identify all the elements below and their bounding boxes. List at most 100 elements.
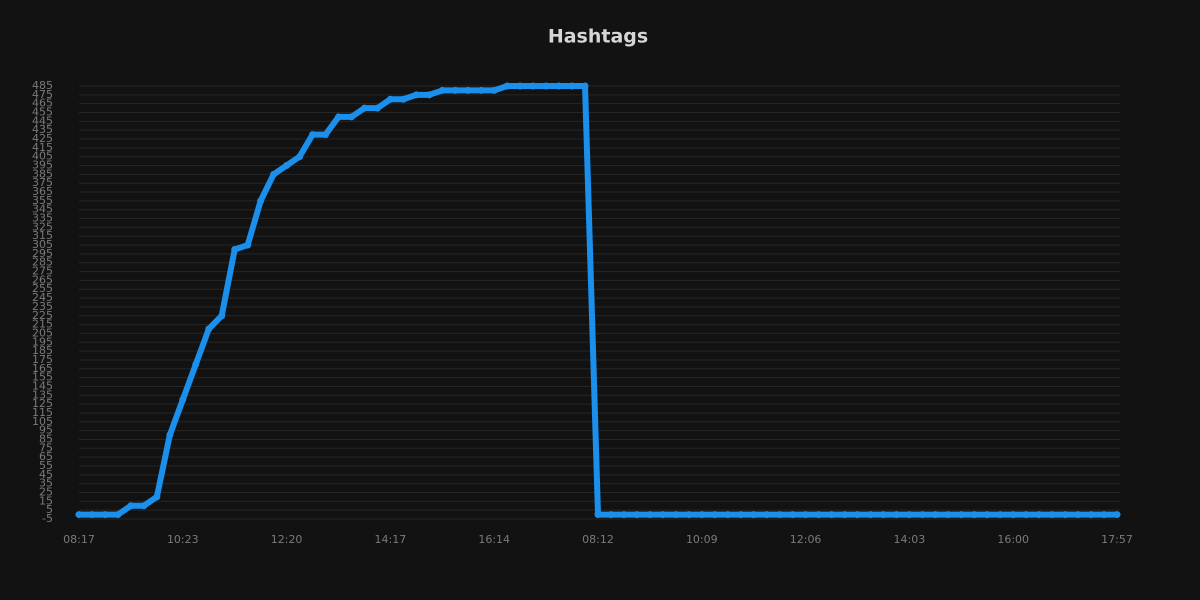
y-tick-label: 345 [32, 203, 53, 216]
data-point [257, 197, 265, 205]
y-tick-label: 245 [32, 291, 53, 304]
data-point [828, 511, 836, 519]
y-tick-label: 25 [39, 485, 53, 498]
x-tick-label: 10:09 [686, 533, 718, 546]
y-tick-label: 425 [32, 132, 53, 145]
y-tick-label: 255 [32, 282, 53, 295]
x-tick-label: 14:03 [894, 533, 926, 546]
data-point [789, 511, 797, 519]
y-tick-label: 165 [32, 362, 53, 375]
data-point [854, 511, 861, 519]
y-tick-label: 485 [32, 79, 53, 92]
data-point [1087, 511, 1095, 519]
y-tick-label: 275 [32, 265, 53, 278]
y-tick-label: 145 [32, 379, 53, 392]
y-tick-label: 155 [32, 371, 53, 384]
y-tick-label: 5 [46, 503, 53, 516]
data-point [1035, 511, 1043, 519]
data-point [776, 511, 784, 519]
data-point [503, 82, 511, 90]
y-tick-label: 225 [32, 309, 53, 322]
data-point [581, 82, 589, 90]
data-point [698, 511, 706, 519]
data-point [737, 511, 745, 519]
data-point [88, 511, 96, 519]
data-point [944, 511, 952, 519]
data-point [620, 511, 628, 519]
data-point [231, 245, 239, 253]
data-point [335, 113, 342, 121]
x-tick-label: 08:12 [582, 533, 614, 546]
data-point [399, 95, 407, 103]
data-point [892, 511, 900, 519]
data-point [542, 82, 550, 90]
y-tick-label: 175 [32, 353, 53, 366]
y-tick-label: 45 [39, 468, 53, 481]
data-point [763, 511, 771, 519]
data-point [477, 86, 485, 94]
y-tick-label: 405 [32, 150, 53, 163]
y-tick-label: 465 [32, 97, 53, 110]
data-point [412, 91, 420, 99]
y-tick-label: 375 [32, 176, 53, 189]
y-tick-label: 55 [39, 459, 53, 472]
data-point [153, 493, 161, 501]
data-point [114, 511, 122, 519]
y-tick-label: 455 [32, 106, 53, 119]
data-point [1048, 511, 1056, 519]
data-point [283, 162, 291, 170]
data-point [1061, 511, 1069, 519]
x-tick-label: 12:06 [790, 533, 822, 546]
data-point [309, 131, 317, 139]
x-tick-label: 16:00 [997, 533, 1029, 546]
x-tick-label: 17:57 [1101, 533, 1133, 546]
data-point [996, 511, 1004, 519]
y-tick-label: 135 [32, 388, 53, 401]
y-tick-label: 195 [32, 335, 53, 348]
data-point [983, 511, 991, 519]
data-point [1009, 511, 1017, 519]
data-point [386, 95, 394, 103]
data-point [815, 511, 823, 519]
y-tick-label: 395 [32, 159, 53, 172]
data-point [555, 82, 563, 90]
x-tick-label: 14:17 [375, 533, 407, 546]
data-point [296, 153, 304, 161]
data-point [438, 86, 446, 94]
data-point [464, 86, 472, 94]
data-point [244, 241, 252, 249]
data-point [633, 511, 641, 519]
y-tick-label: 85 [39, 432, 53, 445]
y-tick-label: 235 [32, 300, 53, 313]
y-tick-label: 355 [32, 194, 53, 207]
y-tick-label: 215 [32, 318, 53, 331]
data-point [905, 511, 913, 519]
x-tick-label: 10:23 [167, 533, 199, 546]
y-tick-label: 115 [32, 406, 53, 419]
data-point [360, 104, 368, 112]
data-point [451, 86, 459, 94]
data-point [270, 170, 278, 178]
data-point [529, 82, 537, 90]
data-point [879, 511, 887, 519]
data-point [970, 511, 978, 519]
data-point [140, 502, 148, 510]
data-point [205, 325, 213, 333]
data-point [75, 511, 83, 519]
data-point [659, 511, 667, 519]
y-tick-label: 445 [32, 114, 53, 127]
y-tick-label: 35 [39, 477, 53, 490]
data-point [516, 82, 524, 90]
y-tick-label: -5 [42, 512, 53, 525]
y-tick-label: 75 [39, 441, 53, 454]
y-tick-label: 435 [32, 123, 53, 136]
data-point [918, 511, 926, 519]
y-tick-label: 295 [32, 247, 53, 260]
y-tick-label: 315 [32, 229, 53, 242]
y-tick-label: 15 [39, 494, 53, 507]
y-tick-label: 95 [39, 424, 53, 437]
data-point [931, 511, 939, 519]
data-point [841, 511, 849, 519]
data-point [672, 511, 680, 519]
